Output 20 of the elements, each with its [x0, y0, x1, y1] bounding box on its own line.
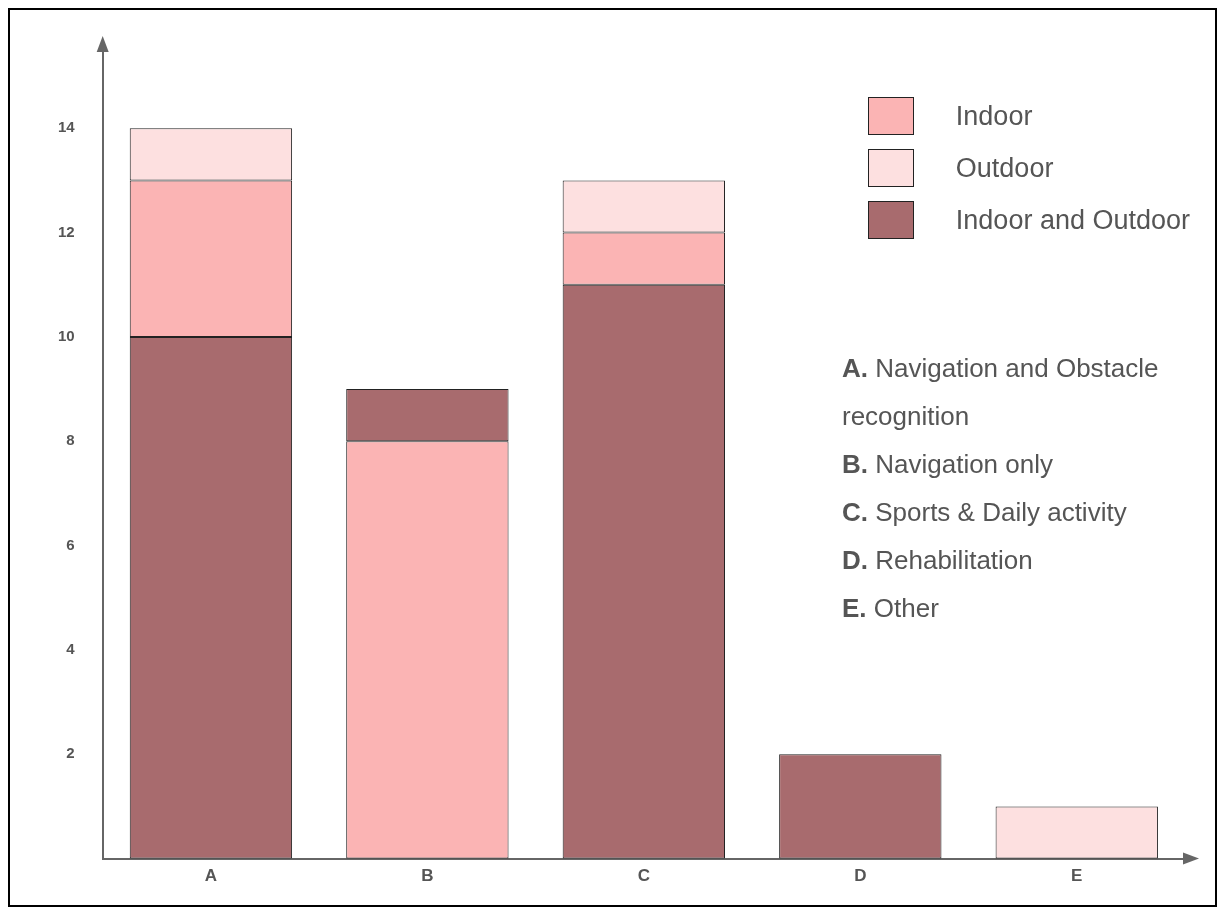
y-tick-label: 2 [66, 744, 75, 762]
x-tick-label: B [421, 866, 434, 886]
x-tick-label: D [854, 866, 867, 886]
annotation: E. Other [842, 593, 939, 623]
legend-label: Indoor and Outdoor [955, 204, 1190, 236]
y-tick-label: 14 [58, 118, 76, 136]
x-tick-label: E [1071, 866, 1083, 886]
y-tick-label: 8 [66, 431, 75, 449]
legend-label: Outdoor [955, 152, 1054, 184]
y-tick-label: 12 [58, 222, 75, 240]
y-tick-label: 10 [58, 327, 75, 345]
annotation: C. Sports & Daily activity [842, 497, 1127, 527]
x-tick-label: A [204, 866, 218, 886]
annotation: A. Navigation and Obstacle recognition [842, 353, 1159, 431]
legend-label: Indoor [955, 100, 1033, 132]
y-tick-label: 4 [66, 640, 76, 658]
annotation: B. Navigation only [842, 449, 1053, 479]
x-tick-label: C [637, 866, 650, 886]
annotation: D. Rehabilitation [842, 545, 1033, 575]
y-tick-label: 6 [66, 535, 75, 553]
